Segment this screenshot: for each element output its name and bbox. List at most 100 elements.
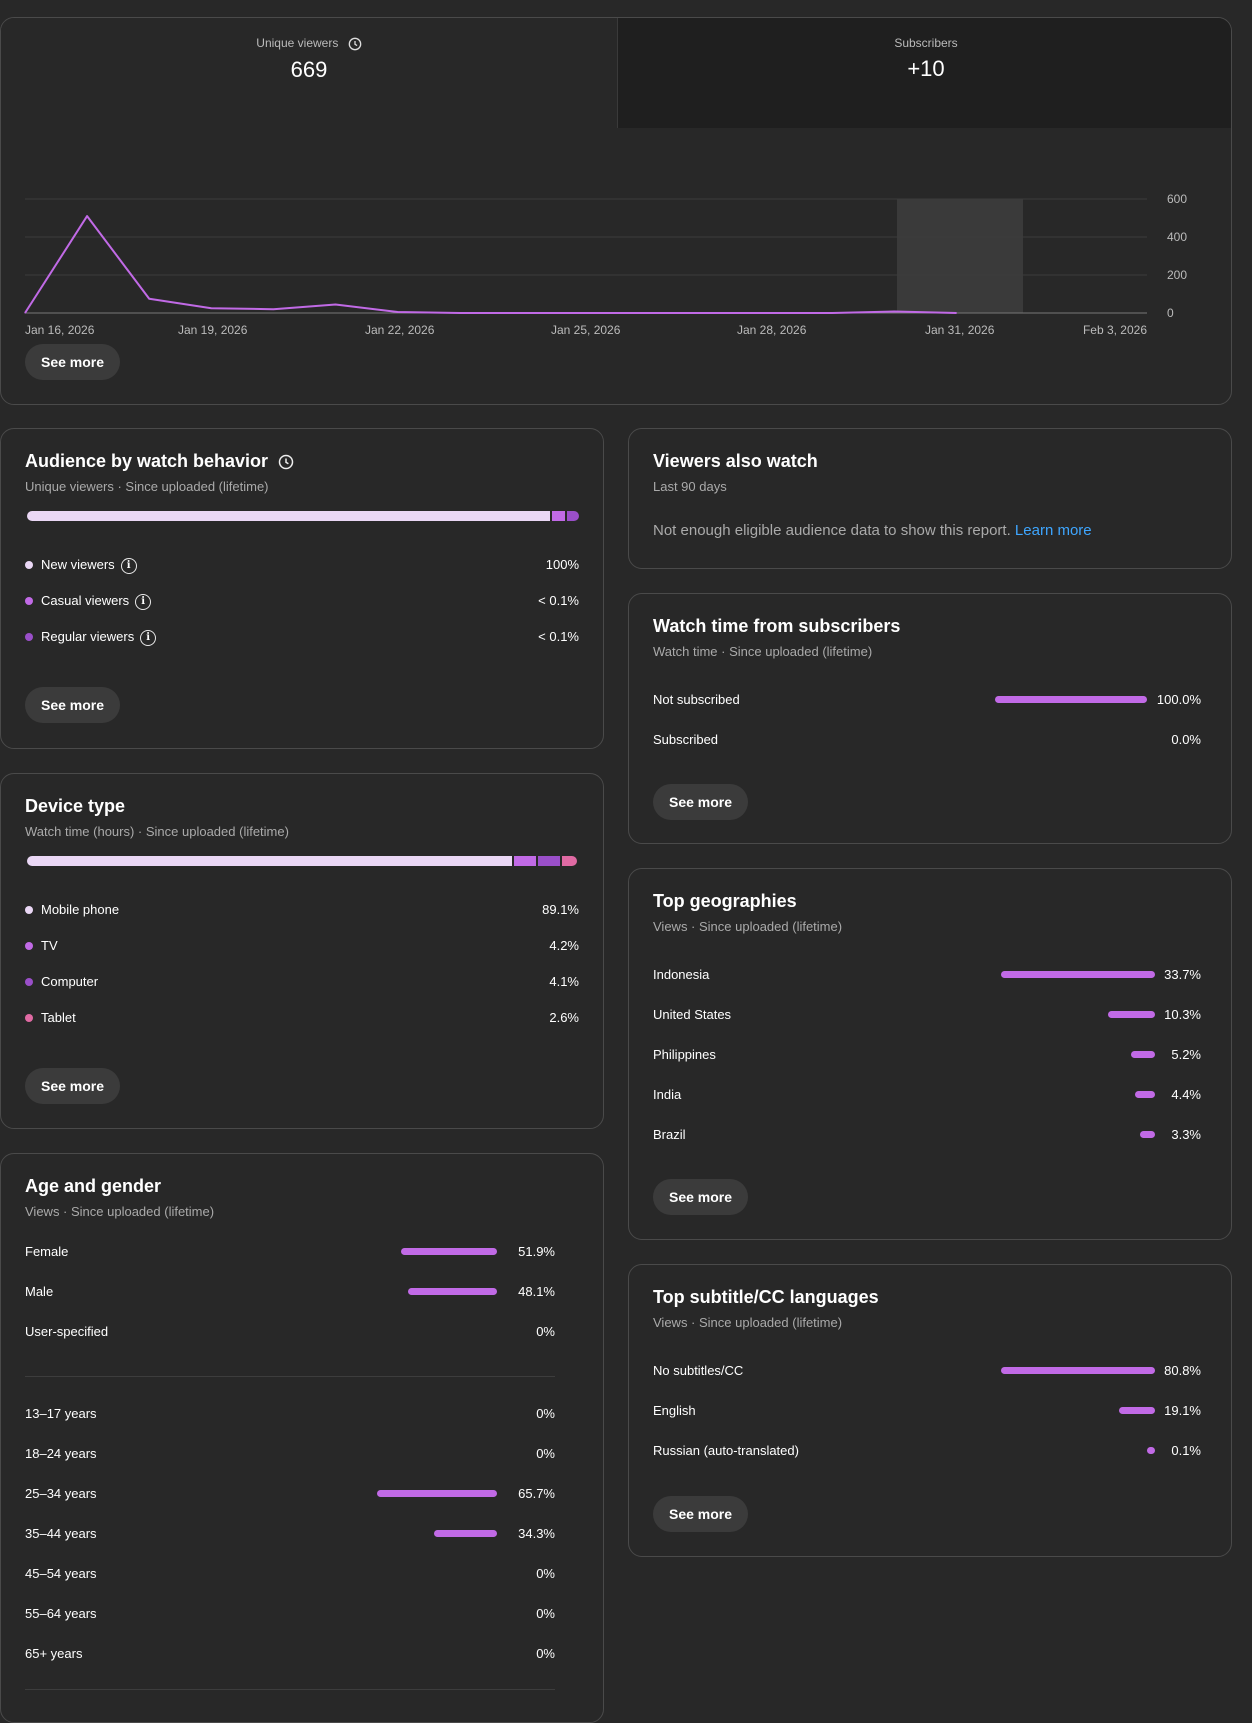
message-text: Not enough eligible audience data to sho… xyxy=(653,522,1011,539)
row-label: 13–17 years xyxy=(25,1406,97,1421)
row-label: Indonesia xyxy=(653,967,710,982)
data-point xyxy=(335,303,336,305)
metric-tab-subscribers[interactable]: Subscribers +10 xyxy=(617,18,1231,128)
value-bar xyxy=(401,1248,497,1255)
data-point xyxy=(956,312,957,314)
data-point xyxy=(397,311,399,313)
list-item: Regular viewers i < 0.1% xyxy=(25,627,579,647)
value-bar xyxy=(1147,1447,1155,1454)
value-bar xyxy=(1001,971,1155,978)
row-label: TV xyxy=(41,938,58,953)
row-label: Subscribed xyxy=(653,732,719,747)
watch-behavior-stacked-bar xyxy=(27,511,579,521)
stack-segment-regular xyxy=(567,511,579,521)
list-item: New viewers i 100% xyxy=(25,555,579,575)
row-label: Regular viewers xyxy=(41,629,135,644)
legend-dot xyxy=(25,978,33,986)
value-bar xyxy=(434,1530,497,1537)
x-tick-label: Jan 25, 2026 xyxy=(551,323,621,337)
list-item: Not subscribed 100.0% xyxy=(653,690,1201,710)
row-label: No subtitles/CC xyxy=(653,1363,744,1378)
row-value: 10.3% xyxy=(1164,1007,1201,1022)
card-title: Top subtitle/CC languages xyxy=(653,1287,879,1307)
learn-more-link[interactable]: Learn more xyxy=(1014,522,1092,539)
row-label: Russian (auto-translated) xyxy=(653,1443,799,1458)
clock-icon xyxy=(348,37,362,51)
see-more-button[interactable]: See more xyxy=(653,1179,749,1215)
row-value: 4.4% xyxy=(1171,1087,1201,1102)
row-label: 35–44 years xyxy=(25,1526,97,1541)
stack-segment-computer xyxy=(538,856,562,866)
list-item: Female 51.9% xyxy=(25,1242,555,1262)
stack-segment-casual xyxy=(552,511,567,521)
card-title: Top geographies xyxy=(653,891,797,911)
viewers-also-watch-card: Viewers also watch Last 90 days Not enou… xyxy=(628,428,1232,569)
data-point xyxy=(86,215,88,217)
row-value: 0% xyxy=(536,1646,555,1661)
list-item: TV 4.2% xyxy=(25,936,579,956)
stack-segment-tablet xyxy=(562,856,577,866)
value-bar xyxy=(995,696,1147,703)
row-label: English xyxy=(653,1403,696,1418)
info-icon[interactable]: i xyxy=(140,629,157,646)
x-tick-label: Jan 16, 2026 xyxy=(25,323,95,337)
list-item: Tablet 2.6% xyxy=(25,1008,579,1028)
list-item: 25–34 years 65.7% xyxy=(25,1484,555,1504)
card-subtitle: Watch time · Since uploaded (lifetime) xyxy=(653,644,873,659)
row-value: 0% xyxy=(536,1446,555,1461)
subtitle-languages-card: Top subtitle/CC languages Views · Since … xyxy=(628,1264,1232,1557)
row-label: Male xyxy=(25,1284,54,1299)
see-more-button[interactable]: See more xyxy=(25,1068,121,1104)
list-item: Subscribed 0.0% xyxy=(653,730,1201,750)
value-bar xyxy=(1001,1367,1155,1374)
row-label: User-specified xyxy=(25,1324,109,1339)
legend-dot xyxy=(25,561,33,569)
data-point xyxy=(24,312,26,314)
x-tick-label: Jan 28, 2026 xyxy=(737,323,807,337)
see-more-button[interactable]: See more xyxy=(653,784,749,820)
legend-dot xyxy=(25,597,33,605)
see-more-button[interactable]: See more xyxy=(25,687,121,723)
card-title: Viewers also watch xyxy=(653,451,818,471)
list-item: 45–54 years 0% xyxy=(25,1564,555,1584)
data-point xyxy=(583,312,585,314)
info-icon[interactable]: i xyxy=(135,593,152,610)
row-value: 5.2% xyxy=(1171,1047,1201,1062)
row-value: 100% xyxy=(545,557,579,572)
top-geographies-card: Top geographies Views · Since uploaded (… xyxy=(628,868,1232,1240)
row-value: 51.9% xyxy=(518,1244,555,1259)
card-subtitle: Watch time (hours) · Since uploaded (lif… xyxy=(25,824,289,839)
list-item: 35–44 years 34.3% xyxy=(25,1524,555,1544)
row-value: 65.7% xyxy=(518,1486,555,1501)
row-value: < 0.1% xyxy=(538,593,579,608)
metric-tab-unique-viewers[interactable]: Unique viewers 669 xyxy=(1,18,617,128)
list-item: Male 48.1% xyxy=(25,1282,555,1302)
metric-value: +10 xyxy=(907,56,945,81)
row-label-wrap: New viewers i xyxy=(41,557,137,574)
data-point xyxy=(707,312,709,314)
row-value: 0% xyxy=(536,1324,555,1339)
see-more-button[interactable]: See more xyxy=(25,344,121,380)
row-value: 19.1% xyxy=(1164,1403,1201,1418)
row-value: 34.3% xyxy=(518,1526,555,1541)
card-subtitle: Views · Since uploaded (lifetime) xyxy=(653,1315,843,1330)
list-item: User-specified 0% xyxy=(25,1322,555,1342)
row-value: 100.0% xyxy=(1156,692,1201,707)
y-tick-label: 200 xyxy=(1167,268,1187,282)
info-icon[interactable]: i xyxy=(120,557,137,574)
list-item: 65+ years 0% xyxy=(25,1644,555,1664)
list-item: Russian (auto-translated) 0.1% xyxy=(653,1441,1201,1461)
row-label: New viewers xyxy=(41,557,115,572)
value-bar xyxy=(1139,1131,1155,1138)
see-more-button[interactable]: See more xyxy=(653,1496,749,1532)
row-value: 0% xyxy=(536,1566,555,1581)
legend-dot xyxy=(25,633,33,641)
list-item: 13–17 years 0% xyxy=(25,1404,555,1424)
list-item: 18–24 years 0% xyxy=(25,1444,555,1464)
row-label: Not subscribed xyxy=(653,692,740,707)
divider xyxy=(25,1376,555,1377)
value-bar xyxy=(1118,1407,1155,1414)
row-value: 33.7% xyxy=(1164,967,1201,982)
card-title-wrap: Audience by watch behavior xyxy=(25,451,294,472)
value-bar xyxy=(1131,1051,1155,1058)
